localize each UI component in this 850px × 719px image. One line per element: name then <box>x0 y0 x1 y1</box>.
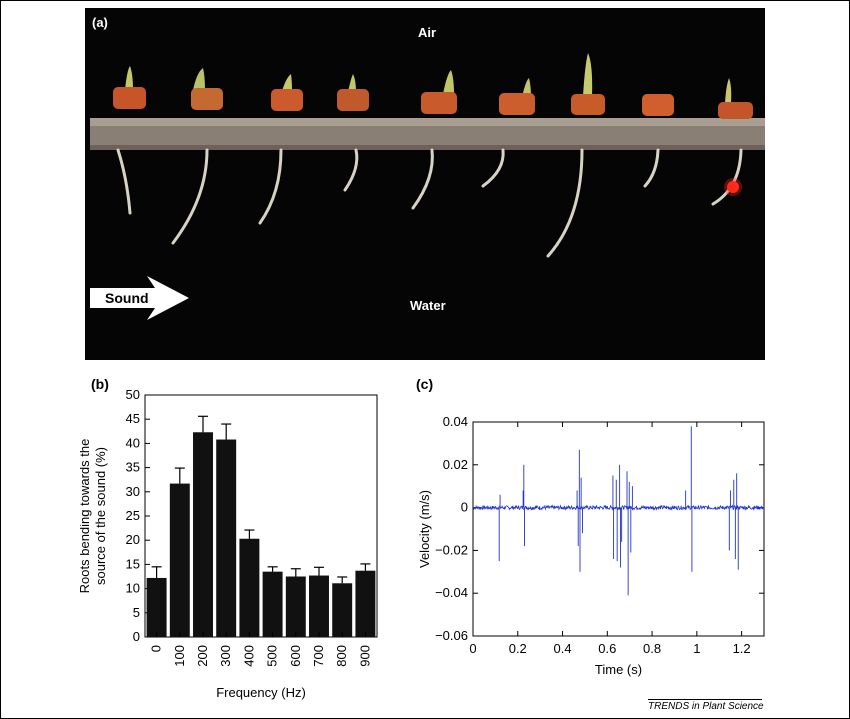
panel-c-tag: (c) <box>416 376 434 392</box>
x-tick-label: 400 <box>241 645 256 667</box>
bar <box>332 583 353 637</box>
x-tick-label: 1.2 <box>733 641 751 656</box>
x-tick-label: 0.2 <box>509 641 527 656</box>
x-tick-label: 100 <box>172 645 187 667</box>
x-tick-label: 0 <box>469 641 476 656</box>
velocity-chart: −0.06 −0.04 −0.02 0 0.02 0.04 0 0.2 0.4 0.6 0.8 1 1.… <box>417 414 765 677</box>
x-tick-label: 0.4 <box>553 641 571 656</box>
y-tick-label: 25 <box>126 508 140 523</box>
x-tick-label: 700 <box>311 645 326 667</box>
plot-frame <box>472 421 765 637</box>
bar <box>309 575 329 637</box>
bar <box>216 439 237 637</box>
panel-b-tag: (b) <box>91 376 109 392</box>
bar <box>239 538 260 637</box>
x-tick-label: 300 <box>218 645 233 667</box>
sound-label: Sound <box>105 290 149 306</box>
x-tick-label: 0.8 <box>643 641 661 656</box>
x-tick-label: 800 <box>334 645 349 667</box>
x-tick-label: 500 <box>265 645 280 667</box>
y-axis-label: Velocity (m/s) <box>417 490 432 568</box>
velocity-trace <box>472 504 765 511</box>
support-strip-highlight <box>90 118 765 126</box>
x-tick-label: 900 <box>357 645 372 667</box>
x-tick-label: 600 <box>288 645 303 667</box>
air-label: Air <box>418 25 437 40</box>
y-tick-label: 15 <box>126 556 140 571</box>
sound-source-marker <box>724 178 742 196</box>
panel-a-tag: (a) <box>92 15 108 30</box>
x-tick-label: 0.6 <box>598 641 616 656</box>
root-group <box>116 148 743 258</box>
y-tick-label: −0.06 <box>435 628 468 643</box>
bar <box>193 432 213 637</box>
seedling-illustration <box>90 53 765 320</box>
y-tick-label: −0.04 <box>435 585 468 600</box>
y-tick-label: 50 <box>126 387 140 402</box>
y-axis-label: Roots bending towards thesource of the s… <box>80 439 108 594</box>
journal-footer: TRENDS in Plant Science <box>648 699 764 712</box>
x-tick-label: 1 <box>693 641 700 656</box>
seed-row <box>113 53 753 119</box>
x-axis-label: Time (s) <box>595 662 642 677</box>
x-axis-label: Frequency (Hz) <box>216 685 306 700</box>
bar <box>285 576 306 637</box>
bar <box>355 570 376 637</box>
y-tick-label: 40 <box>126 435 140 450</box>
y-tick-label: 30 <box>126 484 140 499</box>
sound-arrow-icon <box>90 276 189 320</box>
x-tick-label: 200 <box>195 645 210 667</box>
seedling-photo: (a) Air Water <box>85 8 765 360</box>
water-label: Water <box>410 298 446 313</box>
bar <box>262 571 283 637</box>
y-tick-label: 0.02 <box>443 457 468 472</box>
support-strip-shadow <box>90 145 765 150</box>
y-tick-label: 20 <box>126 532 140 547</box>
bar <box>169 483 190 637</box>
y-tick-label: 10 <box>126 581 140 596</box>
y-tick-label: 0 <box>461 500 468 515</box>
x-tick-label: 0 <box>149 645 164 652</box>
y-tick-label: 0.04 <box>443 414 468 429</box>
bar <box>146 577 167 637</box>
y-tick-label: 35 <box>126 460 140 475</box>
y-tick-label: 0 <box>133 629 140 644</box>
y-tick-label: 45 <box>126 411 140 426</box>
y-tick-label: −0.02 <box>435 542 468 557</box>
y-tick-label: 5 <box>133 605 140 620</box>
